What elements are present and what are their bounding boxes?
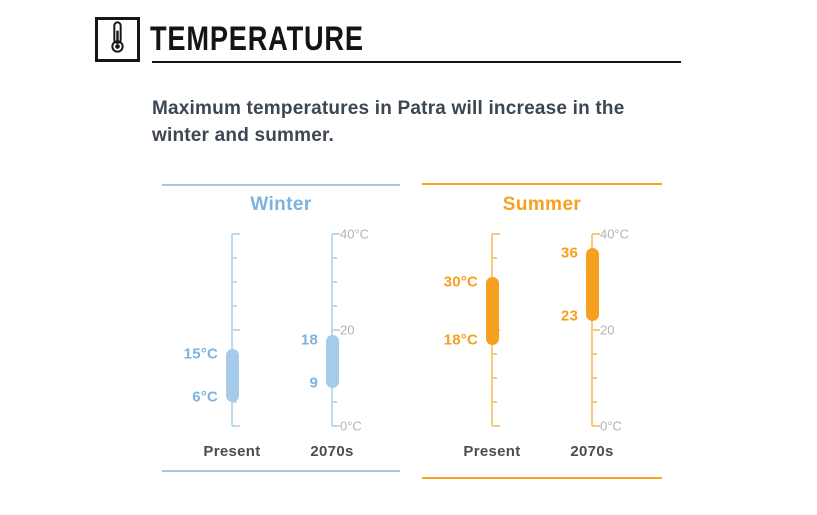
page-title: TEMPERATURE (150, 20, 364, 58)
temp-range-capsule (325, 334, 339, 388)
subtitle: Maximum temperatures in Patra will incre… (152, 98, 625, 146)
axis-scale-label: 40°C (600, 226, 630, 242)
axis-scale-label: 0°C (340, 418, 362, 434)
axis-tick (492, 353, 497, 355)
thermometer-icon (108, 21, 127, 58)
axis-tick (332, 425, 340, 427)
axis-tick (232, 281, 237, 283)
axis-tick (592, 233, 600, 235)
panel-bottom-rule (422, 477, 662, 479)
panel-top-rule (422, 183, 662, 185)
axis-tick (592, 377, 597, 379)
axis-tick (592, 425, 600, 427)
series-label: 2070s (310, 443, 354, 460)
axis-tick (232, 401, 237, 403)
series-label: Present (203, 443, 261, 460)
series-label: 2070s (570, 443, 614, 460)
axis-tick (232, 233, 240, 235)
axis-tick (332, 329, 340, 331)
title-underline (152, 61, 681, 63)
low-temp-label: 18°C (443, 331, 478, 349)
temp-range-capsule (485, 277, 499, 345)
axis-tick (332, 401, 337, 403)
axis-tick (492, 425, 500, 427)
low-temp-label: 6°C (192, 388, 218, 406)
axis-scale-label: 20 (340, 322, 355, 338)
axis-tick (232, 305, 237, 307)
axis-scale-label: 40°C (340, 226, 370, 242)
axis-tick (232, 257, 237, 259)
icon-box (95, 17, 140, 62)
axis-tick (592, 353, 597, 355)
high-temp-label: 36 (560, 244, 578, 262)
axis-tick (332, 281, 337, 283)
axis-tick (592, 401, 597, 403)
axis-scale-label: 0°C (600, 418, 622, 434)
axis-tick (492, 233, 500, 235)
axis-tick (592, 329, 600, 331)
panel-title: Winter (250, 194, 312, 215)
temp-range-capsule (585, 248, 599, 321)
series-label: Present (463, 443, 521, 460)
high-temp-label: 18 (300, 331, 318, 349)
axis-tick (492, 377, 497, 379)
axis-tick (492, 257, 497, 259)
axis-tick (332, 233, 340, 235)
axis-tick (232, 329, 240, 331)
axis-tick (232, 425, 240, 427)
panel-bottom-rule (162, 470, 400, 472)
temp-range-capsule (225, 349, 239, 403)
axis-tick (332, 257, 337, 259)
axis-scale-label: 20 (600, 322, 615, 338)
high-temp-label: 15°C (183, 345, 218, 363)
high-temp-label: 30°C (443, 273, 478, 291)
panel-title: Summer (502, 194, 582, 215)
axis-tick (492, 401, 497, 403)
low-temp-label: 23 (560, 307, 578, 325)
axis-tick (332, 305, 337, 307)
low-temp-label: 9 (309, 374, 318, 392)
panel-top-rule (162, 184, 400, 186)
